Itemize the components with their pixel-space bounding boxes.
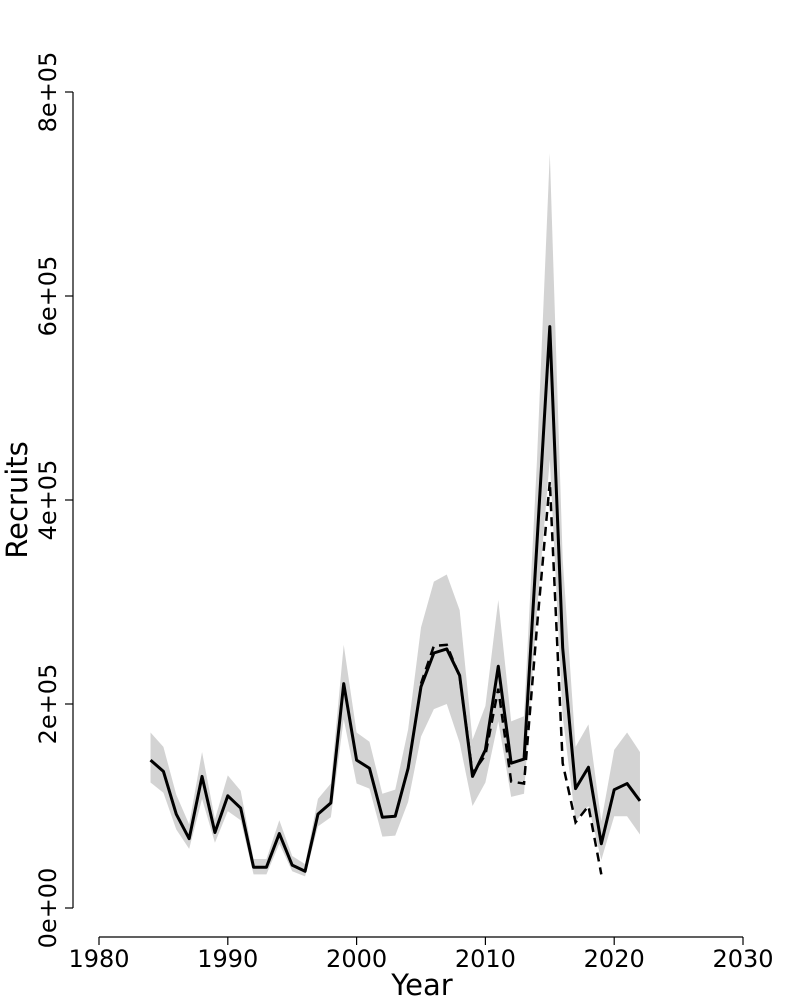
series-layer <box>149 325 642 875</box>
x-tick-label: 2010 <box>455 945 516 973</box>
x-tick-label: 2000 <box>326 945 387 973</box>
y-tick-label: 6e+05 <box>34 256 62 337</box>
y-axis-title: Recruits <box>0 441 34 558</box>
x-tick-label: 2020 <box>584 945 645 973</box>
x-tick-label: 2030 <box>712 945 773 973</box>
x-axis-title: Year <box>390 968 452 1000</box>
confidence-band-layer <box>150 153 640 877</box>
y-tick-label: 4e+05 <box>34 460 62 541</box>
y-tick-label: 2e+05 <box>34 664 62 745</box>
confidence-band <box>150 153 640 877</box>
axes-layer: 1980 1990 2000 2010 2020 2030 0e+00 2e+05 4e+05 6… <box>34 52 774 973</box>
y-tick-label: 8e+05 <box>34 52 62 133</box>
x-tick-label: 1980 <box>68 945 129 973</box>
y-tick-label: 0e+00 <box>34 868 62 949</box>
x-tick-label: 1990 <box>197 945 258 973</box>
